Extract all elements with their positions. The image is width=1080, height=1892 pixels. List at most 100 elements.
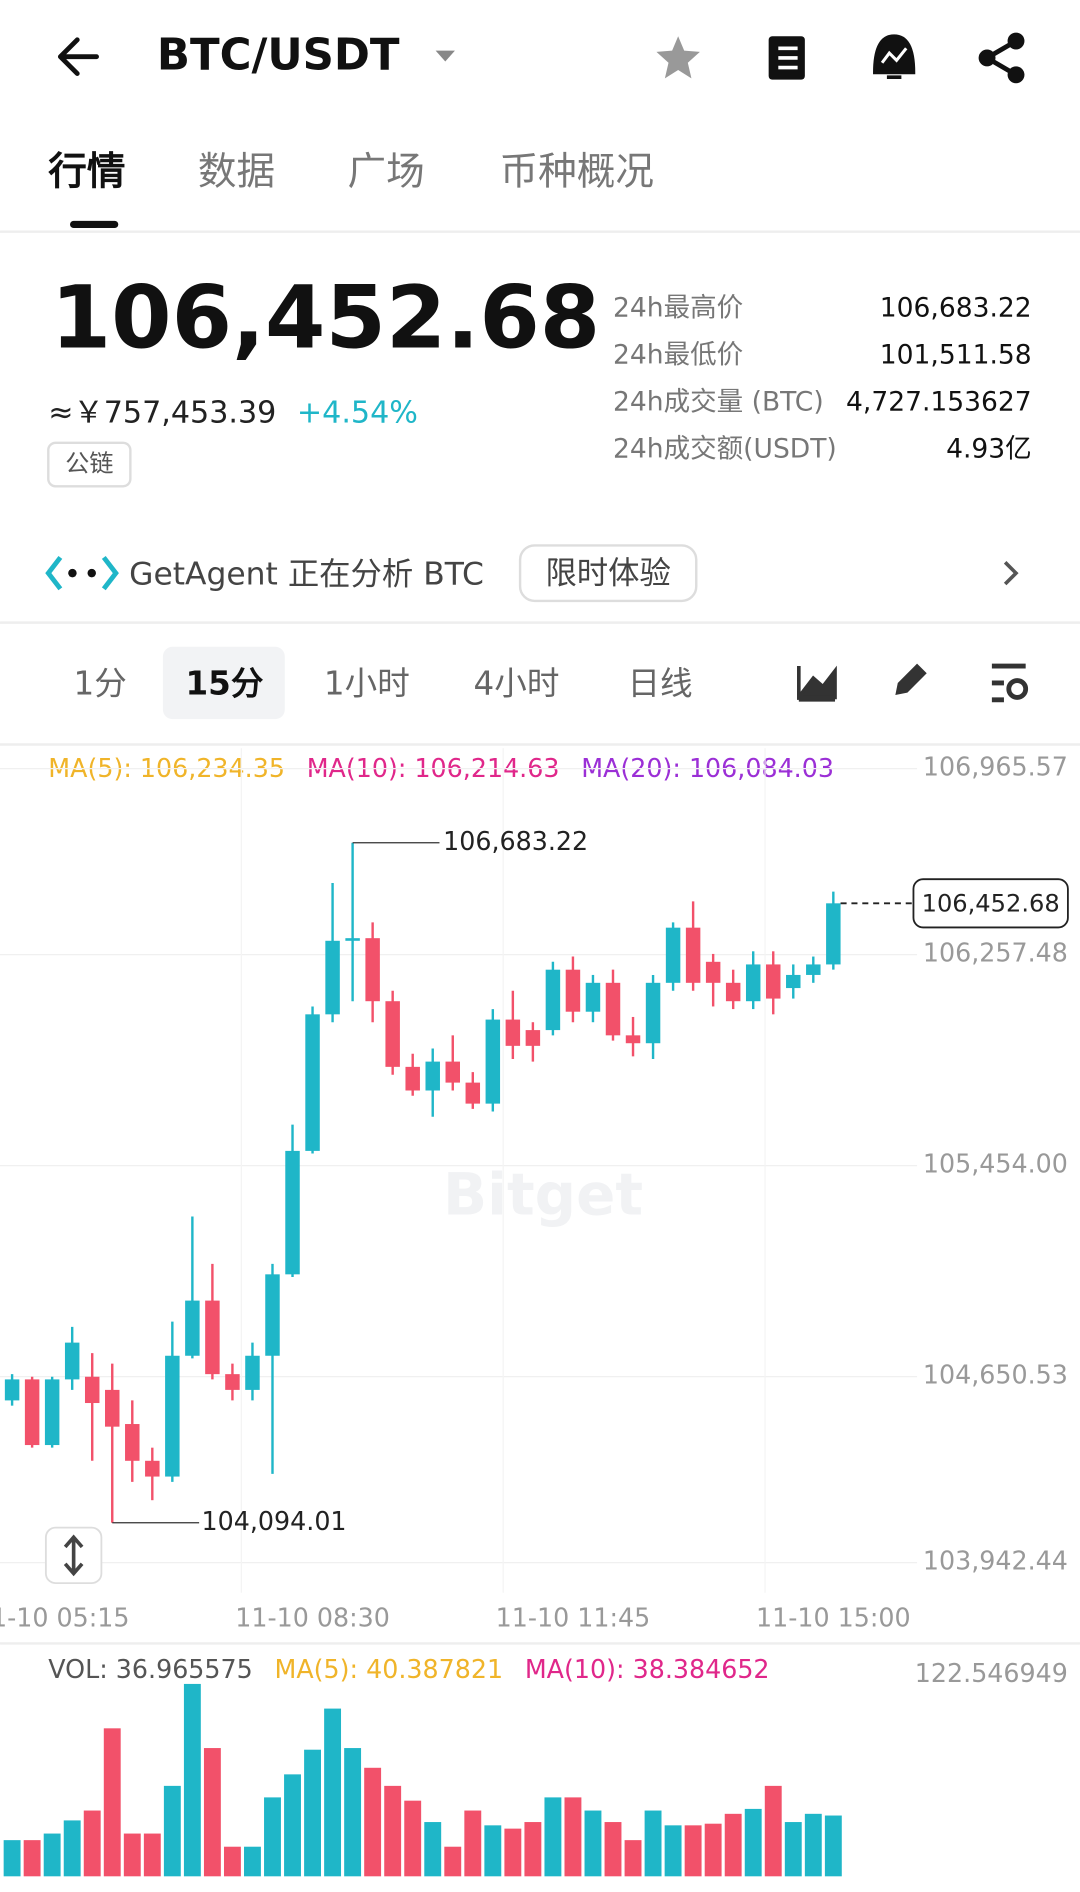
vol-legend: MA(10): 38.384652 [525, 1654, 770, 1684]
share-icon-dot [1007, 32, 1025, 50]
pair-title[interactable]: BTC/USDT [157, 30, 400, 80]
alert-icon-line [880, 47, 908, 64]
volume-bar [284, 1774, 301, 1877]
candle-body [525, 1030, 541, 1046]
interval[interactable]: 4小时 [474, 664, 560, 702]
candle-body [425, 1061, 440, 1091]
stat-label: 24h最高价 [613, 292, 743, 323]
book-icon-lines [778, 46, 798, 70]
volume-chart: VOL: 36.965575 MA(5): 40.387821 MA(10): 38… [3, 1654, 1068, 1877]
fiat-price: ≈￥757,453.39 [48, 395, 276, 430]
volume-bar [824, 1815, 842, 1877]
volume-bar [544, 1797, 562, 1877]
volume-bar [704, 1823, 722, 1877]
candle-body [105, 1389, 120, 1427]
price-change: +4.54% [297, 395, 418, 430]
volume-bar [744, 1808, 762, 1877]
draw-icon[interactable] [895, 663, 927, 696]
interval[interactable]: 日线 [627, 664, 692, 702]
volume-bar [244, 1846, 261, 1877]
candle-body [165, 1355, 180, 1477]
volume-bar [183, 1683, 201, 1877]
current-price-label: 106,452.68 [922, 890, 1060, 918]
candle-body [125, 1424, 140, 1461]
volume-bar [3, 1840, 21, 1877]
candle-body [565, 969, 581, 1012]
interval[interactable]: 1分 [74, 664, 127, 702]
current-price-box [912, 878, 1069, 929]
volume-bar [624, 1840, 642, 1877]
vol-tick-label: 122.546949 [915, 1658, 1068, 1688]
volume-bar [604, 1822, 622, 1877]
candle-body [806, 964, 821, 975]
share-icon-dot [1007, 66, 1025, 84]
candle-body [465, 1082, 481, 1104]
volume-bar [804, 1813, 822, 1877]
candle-body [545, 969, 561, 1031]
interval-active-bg [162, 646, 285, 720]
candle-body [745, 964, 761, 1002]
candle-body [826, 903, 841, 965]
volume-bar [644, 1810, 662, 1877]
stat-label: 24h最低价 [613, 339, 743, 370]
volume-bar [143, 1833, 161, 1877]
tab[interactable]: 行情 [48, 149, 125, 194]
tab[interactable]: 数据 [198, 149, 275, 194]
tab[interactable]: 币种概况 [500, 149, 654, 194]
interval[interactable]: 1小时 [324, 664, 410, 702]
candle-body [325, 940, 340, 1015]
candle-body [145, 1460, 160, 1477]
volume-bar [304, 1749, 321, 1877]
x-tick-label: 11-10 11:45 [496, 1602, 651, 1632]
volume-bar [524, 1822, 542, 1877]
watermark: Bitget [443, 1160, 643, 1228]
candle-body [725, 982, 741, 1002]
settings-icon[interactable] [991, 663, 1026, 703]
candle-body [405, 1066, 420, 1091]
chevron[interactable] [1003, 561, 1019, 586]
interval[interactable]: 15分 [186, 664, 264, 702]
candle-body [786, 974, 801, 989]
candle-body [705, 961, 721, 983]
volume-bar [43, 1833, 61, 1877]
candle-body [585, 982, 601, 1012]
volume-bar [724, 1813, 742, 1877]
agent-icon-dot [68, 568, 77, 578]
chart-type-icon[interactable] [797, 665, 837, 702]
pair-dropdown[interactable] [435, 50, 455, 62]
stat-value: 106,683.22 [880, 292, 1032, 323]
volume-bar [324, 1708, 342, 1877]
agent-text[interactable]: GetAgent 正在分析 BTC [129, 557, 484, 593]
vol-legend: MA(5): 40.387821 [275, 1654, 504, 1684]
ma-legend: MA(20): 106,084.03 [581, 753, 834, 783]
volume-bar [664, 1825, 682, 1877]
tab[interactable]: 广场 [348, 149, 425, 194]
share-icon-dot [978, 49, 996, 67]
y-tick-label: 106,257.48 [923, 938, 1068, 968]
volume-bar [784, 1822, 802, 1877]
last-price: 106,452.68 [51, 267, 601, 368]
agent-button[interactable] [518, 544, 698, 603]
stat-label: 24h成交量 (BTC) [613, 387, 824, 418]
ma-legend: MA(5): 106,234.35 [48, 753, 285, 783]
volume-bar [464, 1810, 482, 1877]
share-icon[interactable] [978, 32, 1025, 84]
y-tick-label: 103,942.44 [923, 1546, 1068, 1576]
volume-bar [123, 1833, 141, 1877]
volume-bar [424, 1822, 442, 1877]
favorite-icon[interactable] [656, 36, 700, 79]
x-tick-label: 11-10 05:15 [0, 1602, 129, 1632]
tab-bar: 行情 数据 广场 币种概况 [48, 149, 654, 194]
candle-body [64, 1342, 80, 1380]
candle-body [245, 1355, 260, 1390]
candle-body [225, 1374, 240, 1390]
volume-bar [163, 1785, 181, 1877]
stats: 24h最高价 106,683.22 24h最低价 101,511.58 24h成交量 (… [613, 292, 1032, 464]
volume-bar [564, 1797, 582, 1877]
y-tick-label: 106,965.57 [923, 752, 1068, 782]
candle-body [445, 1061, 461, 1083]
back-button[interactable] [57, 37, 99, 77]
volume-bar [264, 1797, 281, 1877]
